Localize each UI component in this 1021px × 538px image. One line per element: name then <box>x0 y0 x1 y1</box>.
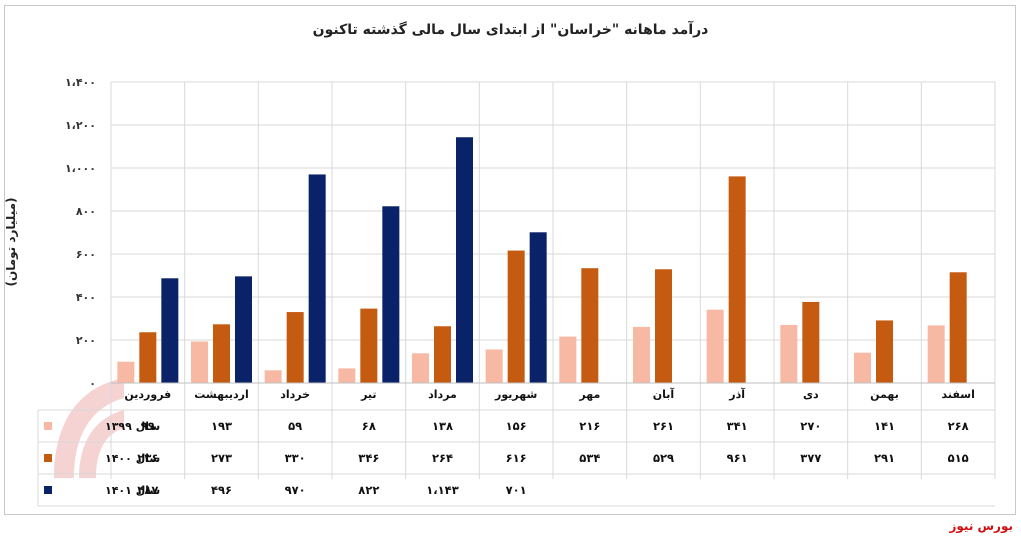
y-tick-label: ۱،۴۰۰ <box>65 76 96 89</box>
legend-label-1: سال ۱۳۹۹ <box>105 420 160 433</box>
y-tick-label: ۱،۰۰۰ <box>65 162 96 175</box>
category-label: دی <box>803 388 819 401</box>
bar-1-12 <box>927 325 945 383</box>
data-label-1-10: ۲۷۰ <box>800 419 821 433</box>
legend-key-3 <box>44 486 52 494</box>
data-label-1-7: ۲۱۶ <box>579 419 600 433</box>
legend-key-1 <box>44 422 52 430</box>
y-tick-label: ۱،۲۰۰ <box>65 119 96 132</box>
data-label-2-11: ۲۹۱ <box>874 451 895 465</box>
bar-2-5 <box>434 326 451 383</box>
data-label-3-4: ۸۲۲ <box>358 483 379 497</box>
data-label-1-9: ۳۴۱ <box>727 419 748 433</box>
data-label-1-5: ۱۳۸ <box>432 419 453 433</box>
bar-1-11 <box>854 352 871 383</box>
legend-label-3: سال ۱۴۰۱ <box>105 484 160 497</box>
source-label: بورس نیوز <box>949 519 1013 533</box>
bar-1-2 <box>191 341 208 383</box>
data-label-2-2: ۲۷۳ <box>211 451 232 465</box>
y-tick-label: ۴۰۰ <box>76 291 96 304</box>
bar-2-4 <box>360 308 378 383</box>
bar-1-1 <box>117 361 135 383</box>
category-label: مهر <box>578 388 600 401</box>
y-tick-label: ۲۰۰ <box>76 334 96 347</box>
category-label: اردیبهشت <box>194 388 248 401</box>
data-label-3-1: ۴۸۷ <box>137 483 158 497</box>
bar-2-11 <box>876 320 893 383</box>
bar-1-3 <box>264 370 282 383</box>
category-label: بهمن <box>870 388 899 401</box>
data-label-2-12: ۵۱۵ <box>948 451 969 465</box>
bar-1-10 <box>780 324 798 383</box>
data-label-1-4: ۶۸ <box>362 419 376 433</box>
data-label-2-1: ۲۳۶ <box>137 451 158 465</box>
category-label: شهریور <box>494 388 537 401</box>
bar-3-5 <box>456 137 473 383</box>
bar-1-7 <box>559 336 577 383</box>
y-tick-label: ۸۰۰ <box>76 205 96 218</box>
data-label-2-4: ۳۴۶ <box>358 451 379 465</box>
bar-1-5 <box>412 353 429 383</box>
data-label-1-1: ۹۹ <box>141 419 155 433</box>
data-label-1-11: ۱۴۱ <box>874 419 895 433</box>
bar-2-10 <box>802 301 820 383</box>
bar-1-8 <box>633 326 650 383</box>
bar-3-2 <box>235 276 252 383</box>
category-label: مرداد <box>428 388 457 401</box>
data-label-2-8: ۵۲۹ <box>653 451 674 465</box>
bar-1-4 <box>338 368 356 383</box>
watermark-logo-icon <box>54 378 124 478</box>
bar-2-6 <box>507 250 525 383</box>
bar-2-12 <box>949 272 967 383</box>
bar-1-6 <box>485 349 503 383</box>
bar-3-1 <box>161 278 179 383</box>
bar-2-3 <box>286 312 304 383</box>
data-label-2-10: ۳۷۷ <box>800 451 821 465</box>
data-label-2-3: ۳۳۰ <box>285 451 306 465</box>
category-label: خرداد <box>280 388 310 401</box>
data-label-2-7: ۵۳۴ <box>579 451 600 465</box>
legend-label-2: سال ۱۴۰۰ <box>105 452 160 465</box>
data-label-1-8: ۲۶۱ <box>653 419 674 433</box>
data-label-1-12: ۲۶۸ <box>948 419 969 433</box>
data-label-1-3: ۵۹ <box>288 419 302 433</box>
category-label: تیر <box>360 388 376 401</box>
y-tick-label: ۰ <box>89 377 96 390</box>
category-label: فروردین <box>124 388 171 401</box>
bar-2-2 <box>213 324 230 383</box>
bar-2-1 <box>139 332 157 383</box>
y-tick-label: ۶۰۰ <box>76 248 96 261</box>
bar-1-9 <box>706 309 724 383</box>
data-label-2-6: ۶۱۶ <box>506 451 527 465</box>
data-label-1-2: ۱۹۳ <box>211 419 232 433</box>
bar-3-3 <box>308 174 326 383</box>
data-label-2-5: ۲۶۴ <box>432 451 453 465</box>
category-label: اسفند <box>941 388 974 401</box>
bar-3-6 <box>529 232 547 383</box>
data-label-3-3: ۹۷۰ <box>285 483 306 497</box>
data-label-3-5: ۱،۱۴۳ <box>426 483 458 497</box>
data-label-3-2: ۴۹۶ <box>211 483 232 497</box>
data-label-2-9: ۹۶۱ <box>727 451 748 465</box>
bar-2-9 <box>728 176 746 383</box>
chart-title: درآمد ماهانه "خراسان" از ابتدای سال مالی… <box>312 22 709 38</box>
bar-2-7 <box>581 268 599 383</box>
data-label-3-6: ۷۰۱ <box>506 483 527 497</box>
bar-2-8 <box>655 269 672 383</box>
category-label: آذر <box>728 387 745 401</box>
data-label-1-6: ۱۵۶ <box>506 419 527 433</box>
legend-key-2 <box>44 454 52 462</box>
bar-3-4 <box>382 206 400 383</box>
category-label: آبان <box>653 387 675 401</box>
